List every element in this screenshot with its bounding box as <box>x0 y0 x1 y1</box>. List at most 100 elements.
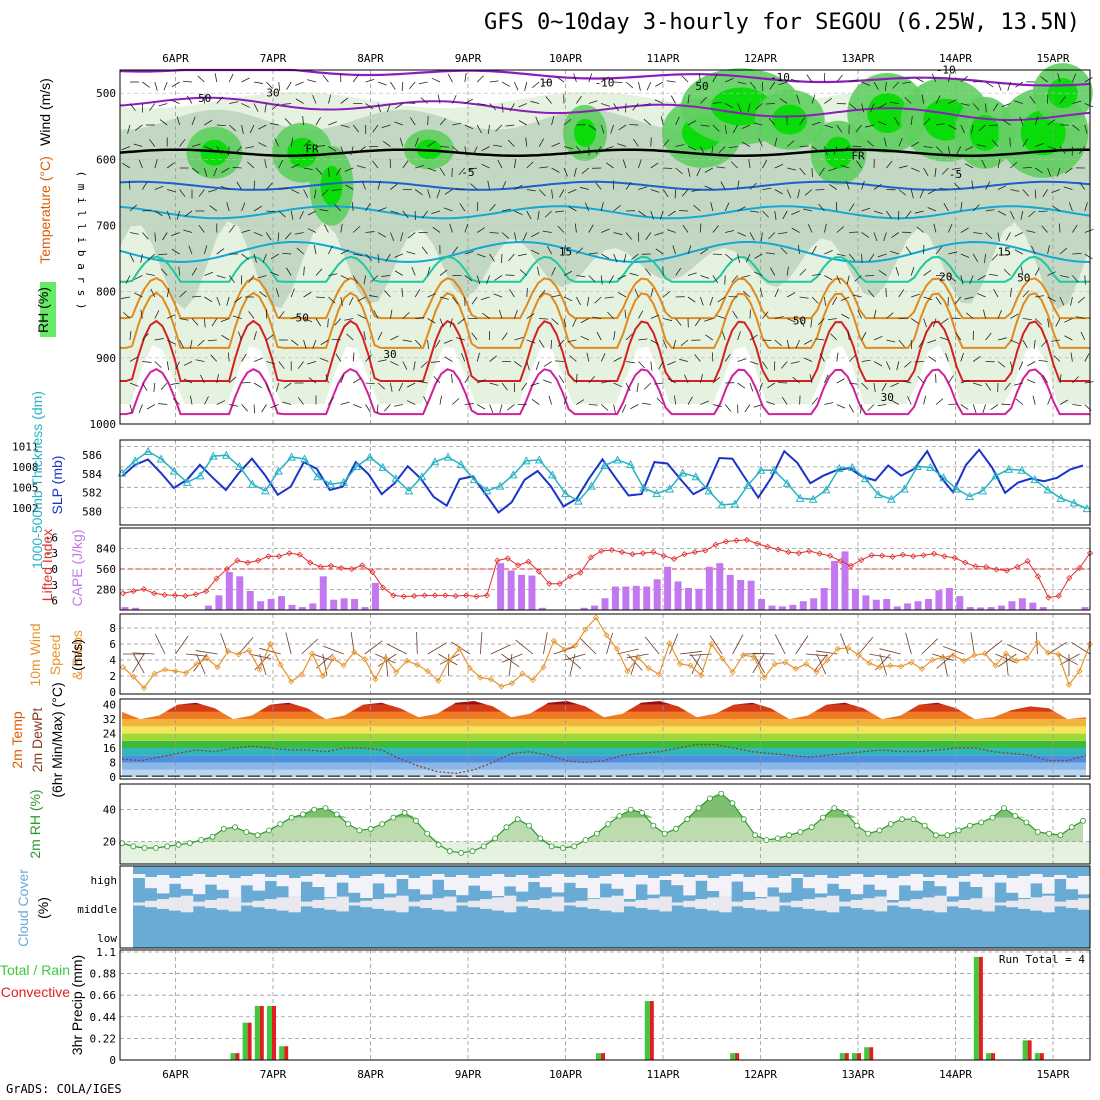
upper-wind-barb <box>786 339 790 349</box>
upper-wind-barb <box>171 99 180 104</box>
wind10-point <box>445 657 452 664</box>
cape-bar <box>935 590 943 610</box>
upper-wind-barb <box>917 375 924 384</box>
wind10-point <box>824 656 831 664</box>
thickness-point <box>182 477 192 486</box>
upper-wind-barb <box>774 210 777 220</box>
pressure-tick: 1000 <box>90 418 117 431</box>
upper-wind-barb <box>588 224 594 233</box>
wind10-barb <box>301 638 319 655</box>
upper-wind-barb <box>997 210 1007 216</box>
cloud-gap-high <box>479 876 493 891</box>
upper-wind-barb <box>691 189 701 192</box>
upper-wind-barb <box>464 73 467 83</box>
cloud-gap-middle <box>372 899 385 909</box>
wind10-units: (m/s) <box>69 639 85 671</box>
cloud-gap-middle <box>444 896 457 912</box>
cloud-gap-high <box>767 878 780 888</box>
cloud-gap-high <box>168 878 182 884</box>
upper-wind-barb <box>390 382 393 392</box>
rh2m-point <box>1046 830 1052 837</box>
upper-wind-barb <box>530 382 540 387</box>
upper-wind-barb <box>1072 73 1077 83</box>
upper-wind-barb <box>1084 103 1094 108</box>
upper-wind-barb <box>464 250 474 255</box>
upper-wind-barb <box>197 339 205 347</box>
cloud-gap-middle <box>695 899 708 909</box>
upper-wind-barb <box>724 253 733 261</box>
upper-wind-barb <box>811 146 820 152</box>
upper-wind-barb <box>275 382 280 392</box>
upper-wind-barb <box>935 296 942 305</box>
lifted-index-point <box>660 552 667 559</box>
upper-wind-barb <box>841 146 850 152</box>
wind10-barb <box>490 644 511 655</box>
upper-wind-barb <box>799 296 809 299</box>
upper-wind-barb <box>1047 119 1056 126</box>
thickness-point <box>208 451 218 460</box>
upper-wind-barb <box>916 226 924 233</box>
upper-wind-barb <box>563 245 566 255</box>
upper-wind-barb <box>951 167 961 170</box>
upper-wind-barb <box>709 296 714 306</box>
upper-wind-barb <box>1028 210 1036 218</box>
upper-wind-barb <box>712 101 722 104</box>
upper-wind-barb <box>283 382 292 389</box>
slp-line <box>121 448 1084 514</box>
thickness-point <box>639 483 648 492</box>
precip-convective-bar <box>259 1005 264 1060</box>
slp-tick: 1011 <box>12 440 39 453</box>
cape-bar <box>1018 598 1026 610</box>
upper-wind-barb <box>495 124 503 132</box>
upper-wind-barb <box>395 103 404 109</box>
upper-wind-barb <box>188 245 193 255</box>
upper-wind-barb <box>741 124 751 130</box>
pressure-tick: 500 <box>96 87 116 100</box>
upper-wind-barb <box>179 290 187 298</box>
upper-wind-barb <box>654 232 664 236</box>
upper-wind-barb <box>1072 100 1082 104</box>
upper-wind-barb <box>402 361 408 370</box>
upper-wind-barb <box>1084 275 1086 285</box>
upper-wind-barb <box>1014 100 1023 104</box>
upper-wind-barb <box>427 266 431 276</box>
upper-wind-barb <box>140 309 143 319</box>
upper-wind-barb <box>142 209 152 212</box>
cloud-gap-middle <box>659 896 672 912</box>
upper-wind-barb <box>1059 275 1069 278</box>
wind10-point <box>771 660 778 668</box>
upper-wind-barb <box>494 275 503 281</box>
upper-wind-barb <box>557 225 565 233</box>
upper-wind-barb <box>799 318 805 327</box>
upper-wind-barb <box>911 293 920 298</box>
upper-wind-barb <box>303 140 311 147</box>
wind10-point <box>950 652 957 659</box>
upper-wind-barb <box>245 146 255 149</box>
wind10-barb <box>1060 653 1080 666</box>
upper-wind-barb <box>216 400 226 405</box>
lifted-index-point <box>1055 592 1062 600</box>
rh2m-point <box>673 825 679 832</box>
cloud-gap-high <box>396 875 409 879</box>
upper-wind-barb <box>700 374 703 384</box>
upper-wind-barb <box>1042 375 1048 384</box>
upper-wind-barb <box>335 167 342 176</box>
cloud-gap-middle <box>420 899 433 909</box>
upper-wind-barb <box>948 73 951 83</box>
rh2m-point <box>424 830 431 837</box>
upper-wind-barb <box>624 309 627 319</box>
cloud-gap-high <box>886 878 900 900</box>
upper-wind-barb <box>737 331 741 341</box>
lifted-index-point <box>930 550 938 557</box>
cloud-gap-middle <box>886 902 900 906</box>
upper-wind-barb <box>964 296 974 300</box>
upper-wind-barb <box>1064 335 1073 341</box>
date-tick-top: 9APR <box>455 52 482 65</box>
upper-wind-barb <box>369 295 379 298</box>
wind10-barb <box>816 653 827 675</box>
upper-wind-barb <box>754 271 763 276</box>
upper-wind-barb <box>948 124 957 130</box>
lifted-index-point <box>192 591 199 598</box>
upper-wind-barb <box>427 318 436 324</box>
